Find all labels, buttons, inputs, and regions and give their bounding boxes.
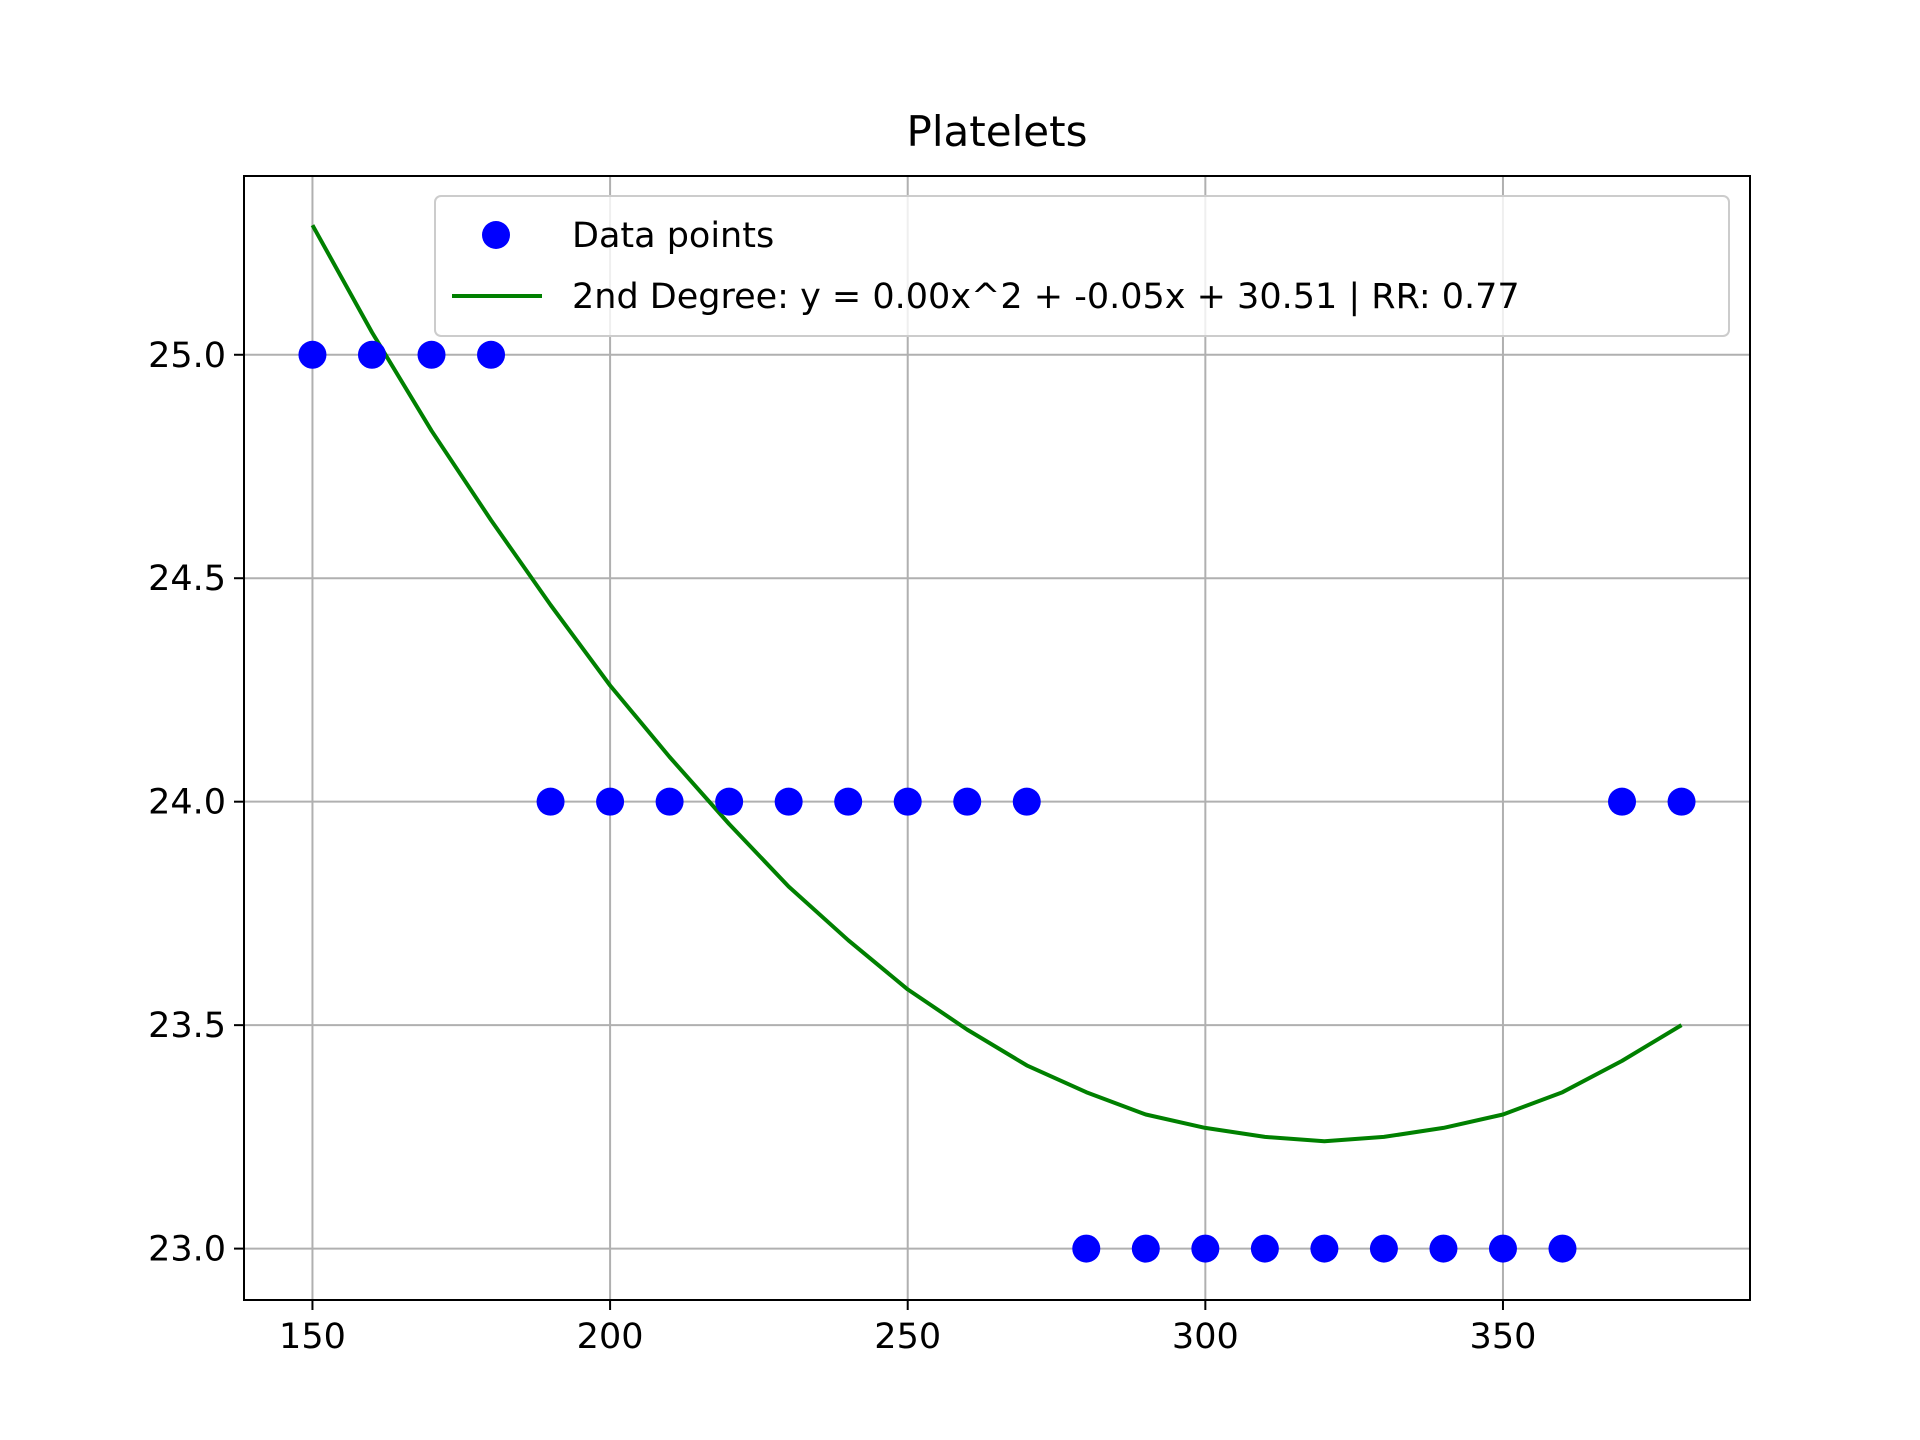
legend-label-data-points: Data points: [572, 216, 774, 256]
data-point: [1608, 787, 1637, 816]
legend-box: [434, 195, 1730, 337]
data-point: [357, 340, 386, 369]
legend-label-fit-line: 2nd Degree: y = 0.00x^2 + -0.05x + 30.51…: [572, 277, 1520, 317]
grid: [244, 176, 1750, 1300]
data-point: [1429, 1234, 1458, 1263]
y-axis: 23.0 23.5 24.0 24.5 25.0: [148, 336, 244, 1270]
y-tick-label: 25.0: [148, 336, 226, 376]
data-point: [655, 787, 684, 816]
data-point: [1131, 1234, 1160, 1263]
x-tick-label: 300: [1172, 1317, 1239, 1357]
y-tick-label: 24.5: [148, 559, 226, 599]
fit-curve-line: [310, 224, 1683, 1144]
x-axis: 150 200 250 300 350: [279, 1300, 1536, 1357]
data-point: [417, 340, 446, 369]
data-point: [536, 787, 565, 816]
fit-line-layer: [310, 224, 1683, 1144]
x-tick-label: 150: [279, 1317, 346, 1357]
x-tick-label: 350: [1470, 1317, 1537, 1357]
data-point: [1488, 1234, 1517, 1263]
x-tick-label: 200: [577, 1317, 644, 1357]
data-point: [1548, 1234, 1577, 1263]
data-point: [477, 340, 506, 369]
data-point: [596, 787, 625, 816]
data-point: [1369, 1234, 1398, 1263]
legend-marker-data-points: [482, 221, 510, 249]
data-point: [1072, 1234, 1101, 1263]
y-tick-label: 23.5: [148, 1006, 226, 1046]
data-points: [298, 340, 1696, 1263]
data-point: [1310, 1234, 1339, 1263]
y-tick-label: 24.0: [148, 783, 226, 823]
data-point: [893, 787, 922, 816]
data-point: [774, 787, 803, 816]
data-point: [1191, 1234, 1220, 1263]
data-point: [953, 787, 982, 816]
data-point: [715, 787, 744, 816]
y-tick-label: 23.0: [148, 1230, 226, 1270]
data-point: [1667, 787, 1696, 816]
plot-frame: [243, 175, 1751, 1301]
x-tick-label: 250: [874, 1317, 941, 1357]
chart-title: Platelets: [907, 107, 1088, 156]
data-point: [1012, 787, 1041, 816]
data-point: [298, 340, 327, 369]
legend: Data points 2nd Degree: y = 0.00x^2 + -0…: [434, 195, 1730, 337]
data-point: [834, 787, 863, 816]
data-point: [1250, 1234, 1279, 1263]
